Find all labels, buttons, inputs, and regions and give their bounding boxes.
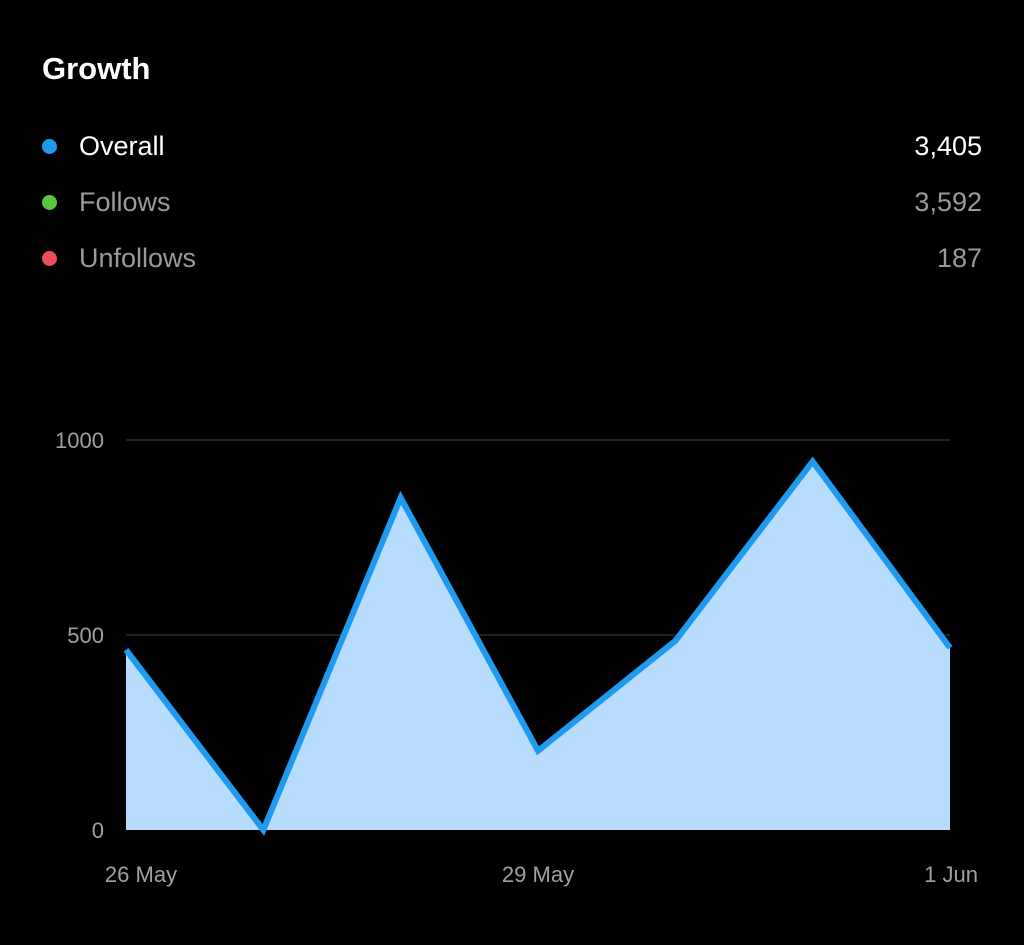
overall-dot-icon (42, 138, 57, 154)
y-tick-label-1000: 1000 (55, 428, 104, 453)
series-area-0 (126, 461, 950, 830)
legend-value-follows: 3,592 (914, 186, 982, 217)
follows-dot-icon (42, 194, 57, 210)
unfollows-dot-icon (42, 250, 57, 266)
legend-item-unfollows[interactable]: Unfollows 187 (42, 230, 982, 286)
legend-label-overall: Overall (79, 130, 165, 161)
y-tick-label-0: 0 (92, 818, 104, 843)
series-line-0 (123, 456, 953, 836)
legend-value-overall: 3,405 (914, 130, 982, 161)
legend: Overall 3,405 Follows 3,592 Unfollows 18… (42, 118, 982, 286)
x-tick-label-0: 26 May (105, 862, 177, 887)
y-tick-label-500: 500 (67, 623, 104, 648)
chart-title: Growth (42, 51, 151, 86)
legend-label-follows: Follows (79, 186, 171, 217)
x-tick-label-2: 1 Jun (924, 862, 978, 887)
legend-item-follows[interactable]: Follows 3,592 (42, 174, 982, 230)
legend-value-unfollows: 187 (936, 242, 982, 273)
x-tick-label-1: 29 May (502, 862, 574, 887)
legend-item-overall[interactable]: Overall 3,405 (42, 118, 982, 174)
legend-label-unfollows: Unfollows (79, 242, 197, 273)
